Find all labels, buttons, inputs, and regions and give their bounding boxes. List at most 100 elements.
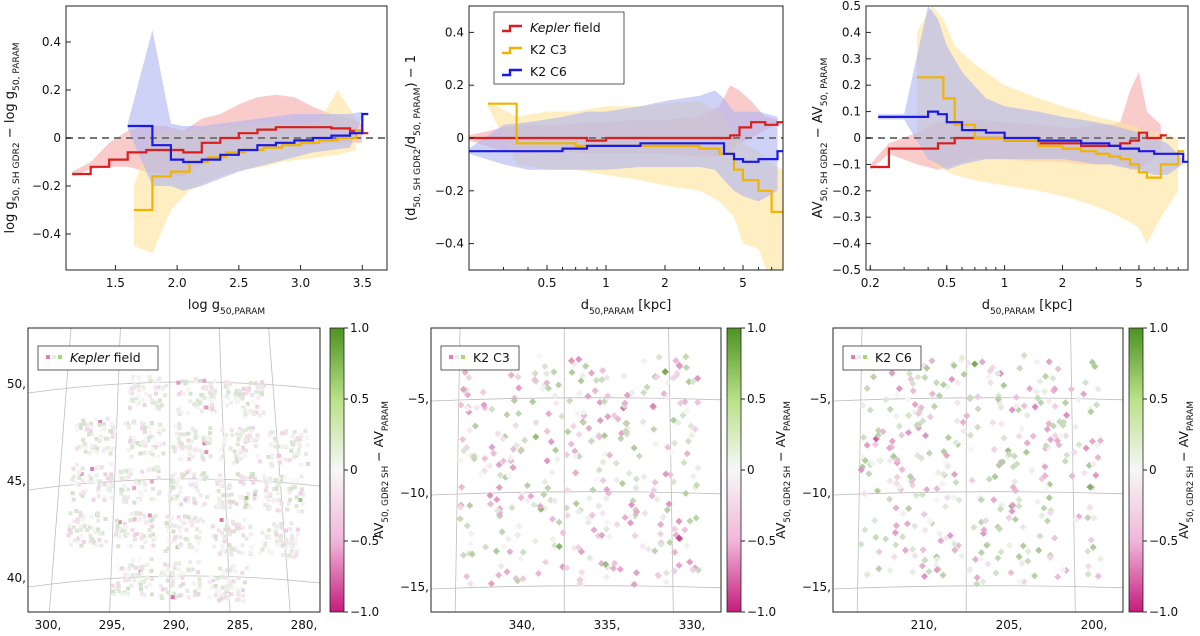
map-pixel	[255, 395, 260, 400]
map-pixel	[529, 398, 537, 406]
map-pixel	[591, 387, 599, 395]
map-pixel	[149, 425, 153, 430]
map-pixel	[211, 578, 216, 583]
map-pixel	[543, 370, 551, 378]
map-pixel	[229, 567, 234, 572]
map-pixel	[78, 524, 83, 529]
map-pixel	[184, 379, 189, 384]
map-pixel	[558, 412, 566, 420]
map-pixel	[1070, 448, 1078, 456]
map-pixel	[571, 447, 579, 455]
map-pixel	[213, 534, 218, 539]
map-pixel	[282, 475, 287, 480]
map-pixel	[686, 558, 694, 566]
map-pixel	[209, 394, 214, 399]
map-pixel	[190, 523, 194, 528]
map-pixel	[299, 433, 304, 438]
map-pixel	[264, 484, 269, 489]
map-pixel	[185, 588, 190, 593]
map-pixel	[129, 436, 134, 441]
map-pixel	[142, 450, 147, 455]
y-axis-label-part: 50, SH GDR2	[413, 149, 423, 208]
map-pixel	[515, 522, 523, 530]
map-pixel	[555, 518, 563, 526]
map-pixel	[134, 478, 139, 483]
map-pixel	[670, 567, 678, 575]
map-pixel	[235, 597, 240, 602]
map-pixel	[951, 546, 959, 554]
map-pixel	[132, 419, 137, 424]
map-pixel	[563, 511, 571, 520]
map-pixel	[240, 525, 245, 530]
map-pixel	[196, 489, 201, 493]
map-pixel	[241, 475, 246, 480]
map-pixel	[487, 580, 495, 588]
map-pixel	[859, 401, 867, 410]
map-pixel	[559, 529, 567, 537]
map-pixel	[90, 443, 95, 448]
map-pixel	[299, 463, 304, 468]
map-pixel	[267, 492, 272, 496]
map-pixel	[959, 418, 967, 426]
map-pixel	[294, 438, 299, 443]
map-pixel	[179, 519, 184, 523]
map-legend-label: K2 C6	[875, 350, 912, 365]
map-pixel	[486, 462, 494, 470]
map-pixel	[1084, 570, 1092, 578]
map-pixel	[649, 402, 657, 410]
map-pixel	[128, 518, 133, 523]
map-pixel	[293, 536, 298, 541]
map-pixel	[140, 469, 145, 474]
map-pixel	[129, 391, 134, 396]
map-pixel	[992, 569, 1000, 577]
map-pixel	[230, 547, 235, 552]
x-tick-label: 3.5	[353, 276, 372, 290]
map-pixel	[220, 500, 225, 505]
map-pixel	[689, 377, 697, 386]
x-tick-label: 0.5	[537, 276, 556, 290]
map-pixel	[622, 419, 630, 427]
map-pixel	[165, 514, 170, 519]
map-pixel	[125, 421, 130, 426]
map-pixel	[291, 555, 296, 560]
map-pixel	[284, 528, 288, 533]
map-pixel	[664, 443, 672, 451]
map-pixel	[914, 451, 922, 460]
map-pixel	[148, 533, 152, 538]
map-pixel	[1043, 425, 1051, 433]
map-pixel	[177, 573, 182, 578]
map-pixel	[153, 497, 158, 502]
map-pixel	[228, 446, 233, 451]
map-pixel	[906, 370, 914, 378]
map-pixel	[87, 451, 92, 456]
map-pixel	[116, 589, 121, 594]
map-pixel	[172, 537, 177, 542]
map-pixel	[673, 371, 681, 379]
map-pixel	[169, 496, 174, 501]
map-pixel	[175, 534, 180, 539]
map-pixel	[186, 387, 191, 392]
map-pixel	[289, 544, 294, 549]
map-pixel	[83, 445, 88, 449]
map-legend-label-italic: Kepler	[70, 350, 111, 365]
map-pixel	[88, 534, 93, 538]
map-pixel	[527, 492, 535, 500]
map-pixel	[463, 522, 471, 530]
map-pixel	[145, 424, 149, 429]
series-line-k2c3	[488, 102, 783, 213]
colorbar	[726, 327, 742, 613]
map-pixel	[138, 490, 143, 495]
map-pixel	[175, 481, 180, 486]
map-pixel	[256, 390, 261, 395]
map-pixel	[240, 551, 245, 556]
map-pixel	[186, 496, 191, 501]
map-pixel	[253, 489, 258, 494]
map-pixel	[134, 573, 139, 578]
map-frame	[430, 327, 722, 613]
map-pixel	[187, 542, 192, 547]
map-pixel	[531, 376, 539, 384]
map-pixel	[991, 473, 999, 481]
map-x-label: 340,	[509, 618, 536, 632]
map-pixel	[563, 486, 571, 494]
map-pixel	[890, 452, 898, 460]
